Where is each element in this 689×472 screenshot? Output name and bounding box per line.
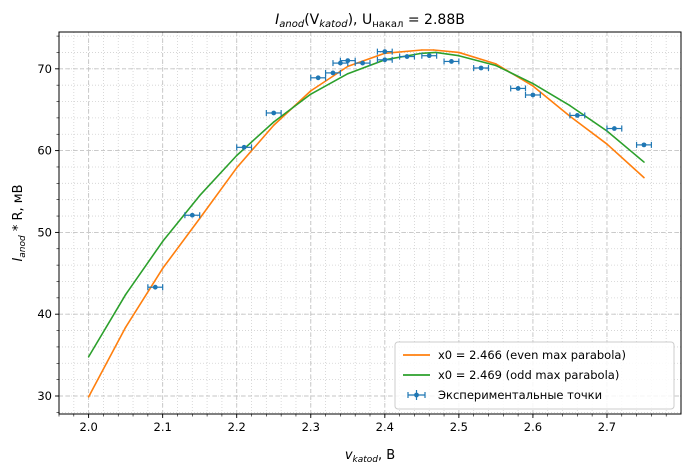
- series-1-segment: [161, 217, 201, 270]
- x-tick-label: 2.5: [450, 420, 468, 434]
- x-tick-label: 2.3: [302, 420, 320, 434]
- series-2-segment: [309, 72, 349, 95]
- chart-title: Ianod(Vkatod), Uнакал = 2.88B: [275, 12, 465, 30]
- series-2-segment: [124, 240, 164, 296]
- y-tick-label: 50: [37, 225, 52, 239]
- x-tick-label: 2.2: [228, 420, 246, 434]
- legend-label: x0 = 2.466 (even max parabola): [438, 348, 626, 362]
- series-1-segment: [87, 326, 127, 398]
- x-axis-label: vkatod, B: [345, 448, 395, 465]
- series-layer: [87, 48, 652, 398]
- series-2-segment: [235, 121, 275, 157]
- series-1-segment: [606, 143, 645, 179]
- data-point: [382, 49, 388, 55]
- series-2-segment: [495, 64, 534, 85]
- series-2-segment: [532, 82, 571, 107]
- y-tick-label: 60: [37, 144, 52, 158]
- data-point: [530, 92, 536, 98]
- data-point: [241, 144, 247, 150]
- y-axis-label: Ianod * R, мВ: [11, 184, 28, 261]
- errorbar-points: [147, 48, 652, 291]
- data-point: [574, 113, 580, 118]
- legend-label: Экспериментальные точки: [438, 388, 602, 402]
- y-tick-label: 70: [37, 62, 52, 76]
- data-point: [426, 53, 432, 59]
- data-point: [478, 65, 484, 71]
- data-point: [271, 110, 277, 116]
- series-1-segment: [532, 85, 571, 118]
- x-tick-label: 2.0: [79, 420, 97, 434]
- data-point: [641, 142, 647, 148]
- y-tick-label: 30: [37, 389, 52, 403]
- series-1-segment: [458, 51, 497, 65]
- data-point: [382, 57, 388, 63]
- data-point: [315, 75, 321, 81]
- series-1-segment: [235, 124, 275, 169]
- y-tick-label: 40: [37, 307, 52, 321]
- data-point: [449, 59, 454, 64]
- x-tick-label: 2.6: [524, 420, 542, 434]
- series-2-segment: [161, 194, 201, 243]
- series-2-segment: [421, 51, 437, 55]
- data-point: [360, 60, 365, 66]
- data-point: [515, 86, 521, 91]
- series-1-segment: [384, 49, 423, 55]
- legend-marker: [414, 392, 419, 398]
- legend: x0 = 2.466 (even max parabola) x0 = 2.469…: [394, 341, 675, 410]
- series-2-segment: [87, 293, 127, 358]
- x-tick-label: 2.7: [598, 420, 616, 434]
- series-2-segment: [272, 93, 312, 123]
- series-2-segment: [569, 104, 608, 132]
- series-1-segment: [309, 65, 349, 92]
- x-tick-label: 2.1: [154, 420, 172, 434]
- series-1-segment: [569, 115, 608, 145]
- legend-box: [394, 341, 675, 410]
- series-2-segment: [198, 154, 238, 197]
- data-point: [152, 284, 158, 290]
- data-point: [189, 212, 195, 218]
- series-2-segment: [458, 54, 497, 67]
- series-2-segment: [606, 130, 645, 163]
- legend-label: x0 = 2.469 (odd max parabola): [438, 368, 619, 382]
- series-1-segment: [346, 52, 386, 68]
- data-point: [611, 126, 617, 131]
- series-line-group: [87, 51, 645, 358]
- series-1-segment: [124, 267, 164, 329]
- series-2-segment: [435, 51, 460, 57]
- data-point: [330, 70, 336, 76]
- axis-ticks: 2.0 2.1 2.2 2.3 2.4 2.5 2.6 2.7 30 40 50 60 70: [37, 35, 667, 434]
- data-point: [404, 54, 410, 59]
- data-point: [345, 58, 351, 64]
- series-1-segment: [198, 166, 238, 220]
- series-2-segment: [346, 59, 386, 75]
- series-1-segment: [432, 49, 460, 54]
- x-tick-label: 2.4: [376, 420, 394, 434]
